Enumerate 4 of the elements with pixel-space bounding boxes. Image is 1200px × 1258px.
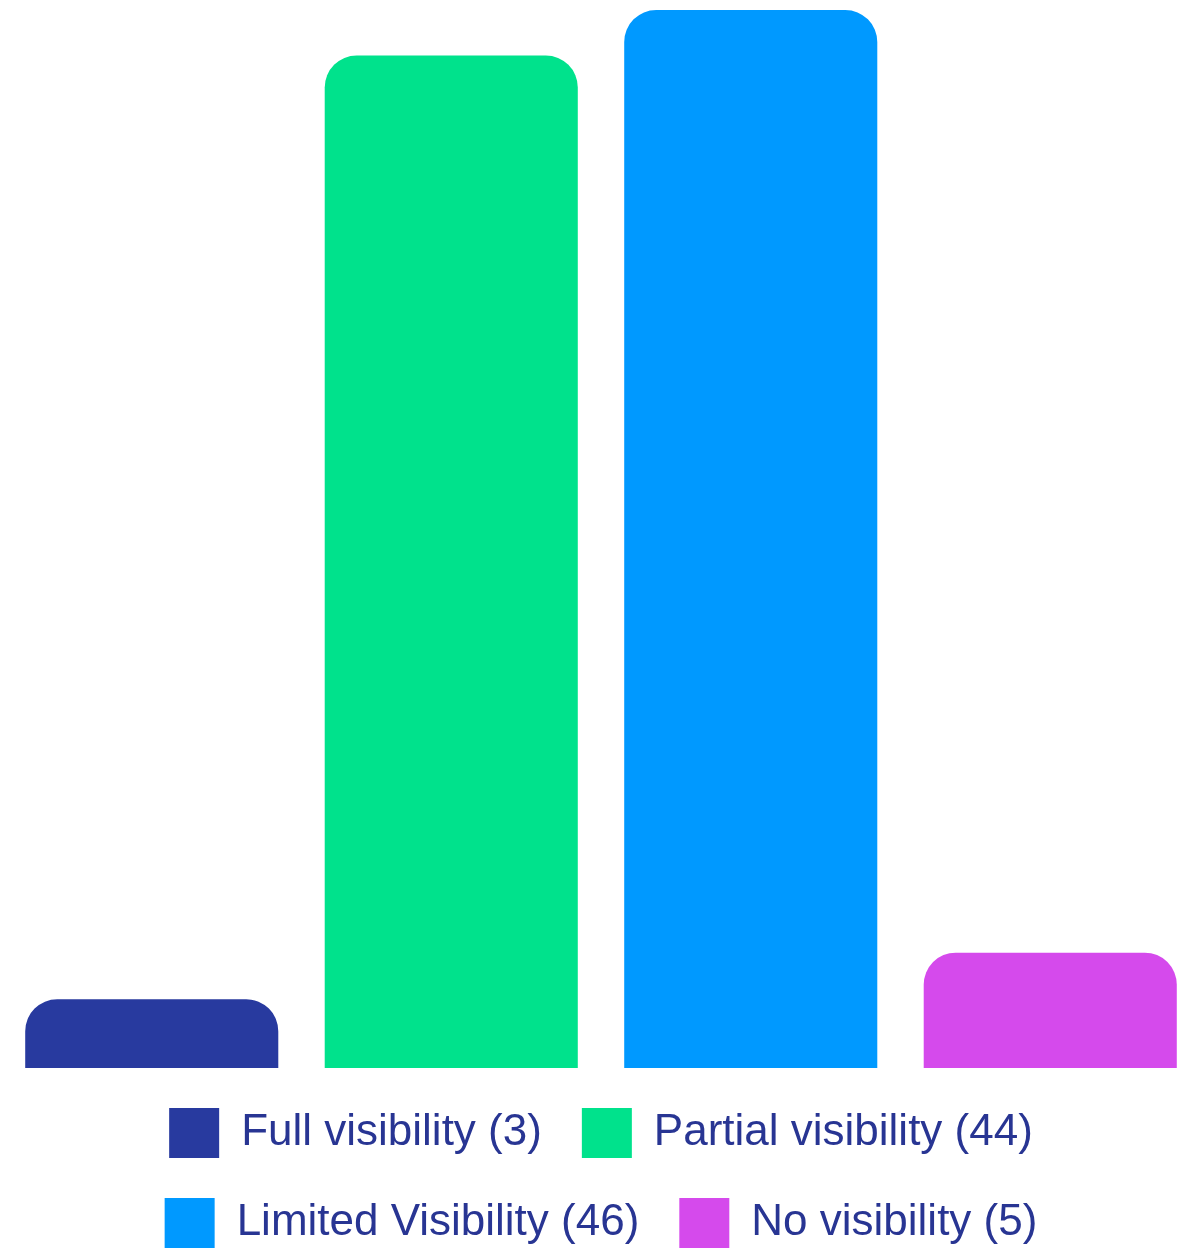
- legend-label: No visibility (5): [751, 1195, 1038, 1245]
- legend-label: Partial visibility (44): [653, 1105, 1033, 1155]
- legend-label: Limited Visibility (46): [236, 1195, 640, 1245]
- legend-label: Full visibility (3): [241, 1105, 542, 1155]
